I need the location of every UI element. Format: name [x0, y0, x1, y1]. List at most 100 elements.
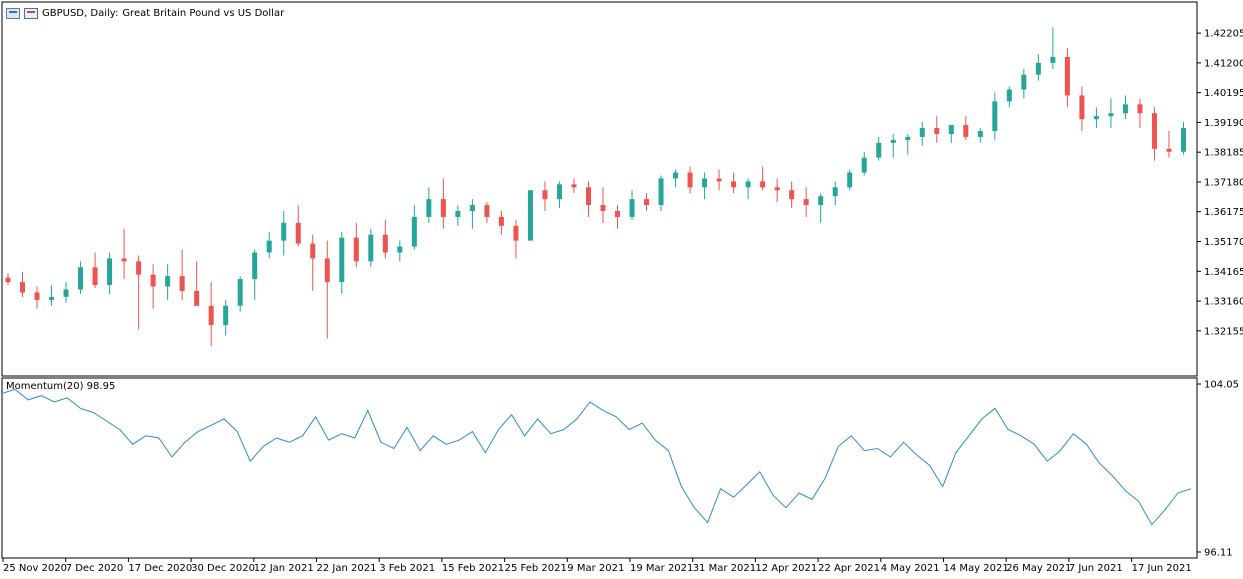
candle-body	[716, 178, 722, 182]
candle-body	[310, 243, 316, 259]
candle	[1151, 107, 1157, 161]
candle-body	[629, 199, 635, 217]
candle-body	[78, 267, 84, 290]
time-tick-label: 17 Jun 2021	[1132, 563, 1192, 574]
candle	[1035, 53, 1041, 81]
candle-body	[49, 296, 55, 300]
time-tick-label: 30 Dec 2020	[191, 563, 255, 574]
candle	[34, 286, 40, 309]
candle-body	[513, 225, 519, 241]
candle	[527, 190, 533, 241]
candle-body	[745, 181, 751, 188]
candle-body	[1122, 104, 1128, 114]
candle	[1050, 27, 1056, 69]
candle	[774, 178, 780, 203]
candle-body	[1050, 56, 1056, 63]
candle-body	[484, 205, 490, 217]
price-tick-label: 1.37180	[1204, 177, 1243, 188]
candle	[716, 169, 722, 191]
candle-body	[847, 172, 853, 188]
candle	[571, 178, 577, 194]
candle-body	[440, 199, 446, 217]
candle	[1137, 98, 1143, 129]
price-tick-label: 1.39190	[1204, 118, 1243, 129]
candle	[237, 276, 243, 312]
candle-body	[687, 172, 693, 188]
candle	[745, 178, 751, 200]
candle-body	[1108, 113, 1114, 117]
candle	[760, 166, 766, 191]
candle-body	[1021, 74, 1027, 90]
time-tick-label: 4 May 2021	[881, 563, 940, 574]
candle	[20, 271, 26, 297]
chart-header: GBPUSD, Daily: Great Britain Pound vs US…	[6, 6, 284, 20]
candle	[615, 205, 621, 229]
candle-body	[136, 261, 142, 275]
candle-body	[861, 157, 867, 173]
candle-body	[556, 184, 562, 200]
time-tick-label: 22 Apr 2021	[818, 563, 880, 574]
candlestick-series[interactable]	[5, 27, 1186, 346]
candle-body	[295, 222, 301, 244]
candle	[687, 166, 693, 194]
candle	[426, 187, 432, 223]
time-tick-label: 22 Jan 2021	[317, 563, 377, 574]
candle-body	[324, 258, 330, 283]
candle-body	[63, 289, 69, 297]
candle	[92, 252, 98, 289]
candle-body	[1180, 128, 1186, 152]
candle	[266, 231, 272, 259]
symbol-flag-icon[interactable]	[24, 7, 38, 19]
candle	[1180, 122, 1186, 155]
candle-body	[731, 181, 737, 188]
candle-body	[92, 267, 98, 286]
candle-body	[455, 210, 461, 217]
candle	[702, 172, 708, 200]
time-tick-label: 12 Jan 2021	[254, 563, 314, 574]
candle	[107, 252, 113, 294]
momentum-axis: 104.05 96.11	[1197, 380, 1239, 559]
candle	[194, 261, 200, 306]
candle	[121, 228, 127, 280]
candle-body	[948, 125, 954, 134]
price-tick-label: 1.33160	[1204, 297, 1243, 308]
candle-body	[368, 234, 374, 262]
candle	[832, 181, 838, 206]
candle	[1122, 95, 1128, 120]
candle	[818, 193, 824, 223]
candle-body	[615, 210, 621, 217]
candle	[1166, 131, 1172, 158]
candle	[847, 169, 853, 191]
candle	[484, 202, 490, 223]
candle-body	[252, 252, 258, 280]
candle	[600, 187, 606, 223]
symbol-label: GBPUSD, Daily:	[42, 7, 119, 19]
candle	[136, 255, 142, 330]
time-tick-label: 17 Dec 2020	[128, 563, 192, 574]
candle	[977, 128, 983, 143]
candle-body	[1035, 62, 1041, 75]
candle-body	[469, 205, 475, 211]
candle-body	[876, 142, 882, 158]
candle-body	[5, 277, 11, 283]
time-tick-label: 3 Feb 2021	[379, 563, 435, 574]
candle-body	[208, 305, 214, 326]
candle	[397, 240, 403, 262]
momentum-series[interactable]	[1, 388, 1192, 526]
candle-body	[803, 199, 809, 206]
candle	[919, 122, 925, 146]
price-tick-label: 1.40195	[1204, 88, 1243, 99]
candle	[513, 219, 519, 259]
candle	[324, 240, 330, 339]
time-tick-label: 25 Nov 2020	[3, 563, 67, 574]
candle-body	[992, 101, 998, 132]
time-tick-label: 15 Feb 2021	[442, 563, 504, 574]
chart-window-icon[interactable]	[6, 7, 20, 19]
candle-body	[426, 199, 432, 217]
time-tick-label: 14 May 2021	[944, 563, 1009, 574]
candle-body	[789, 190, 795, 200]
candle	[353, 222, 359, 268]
